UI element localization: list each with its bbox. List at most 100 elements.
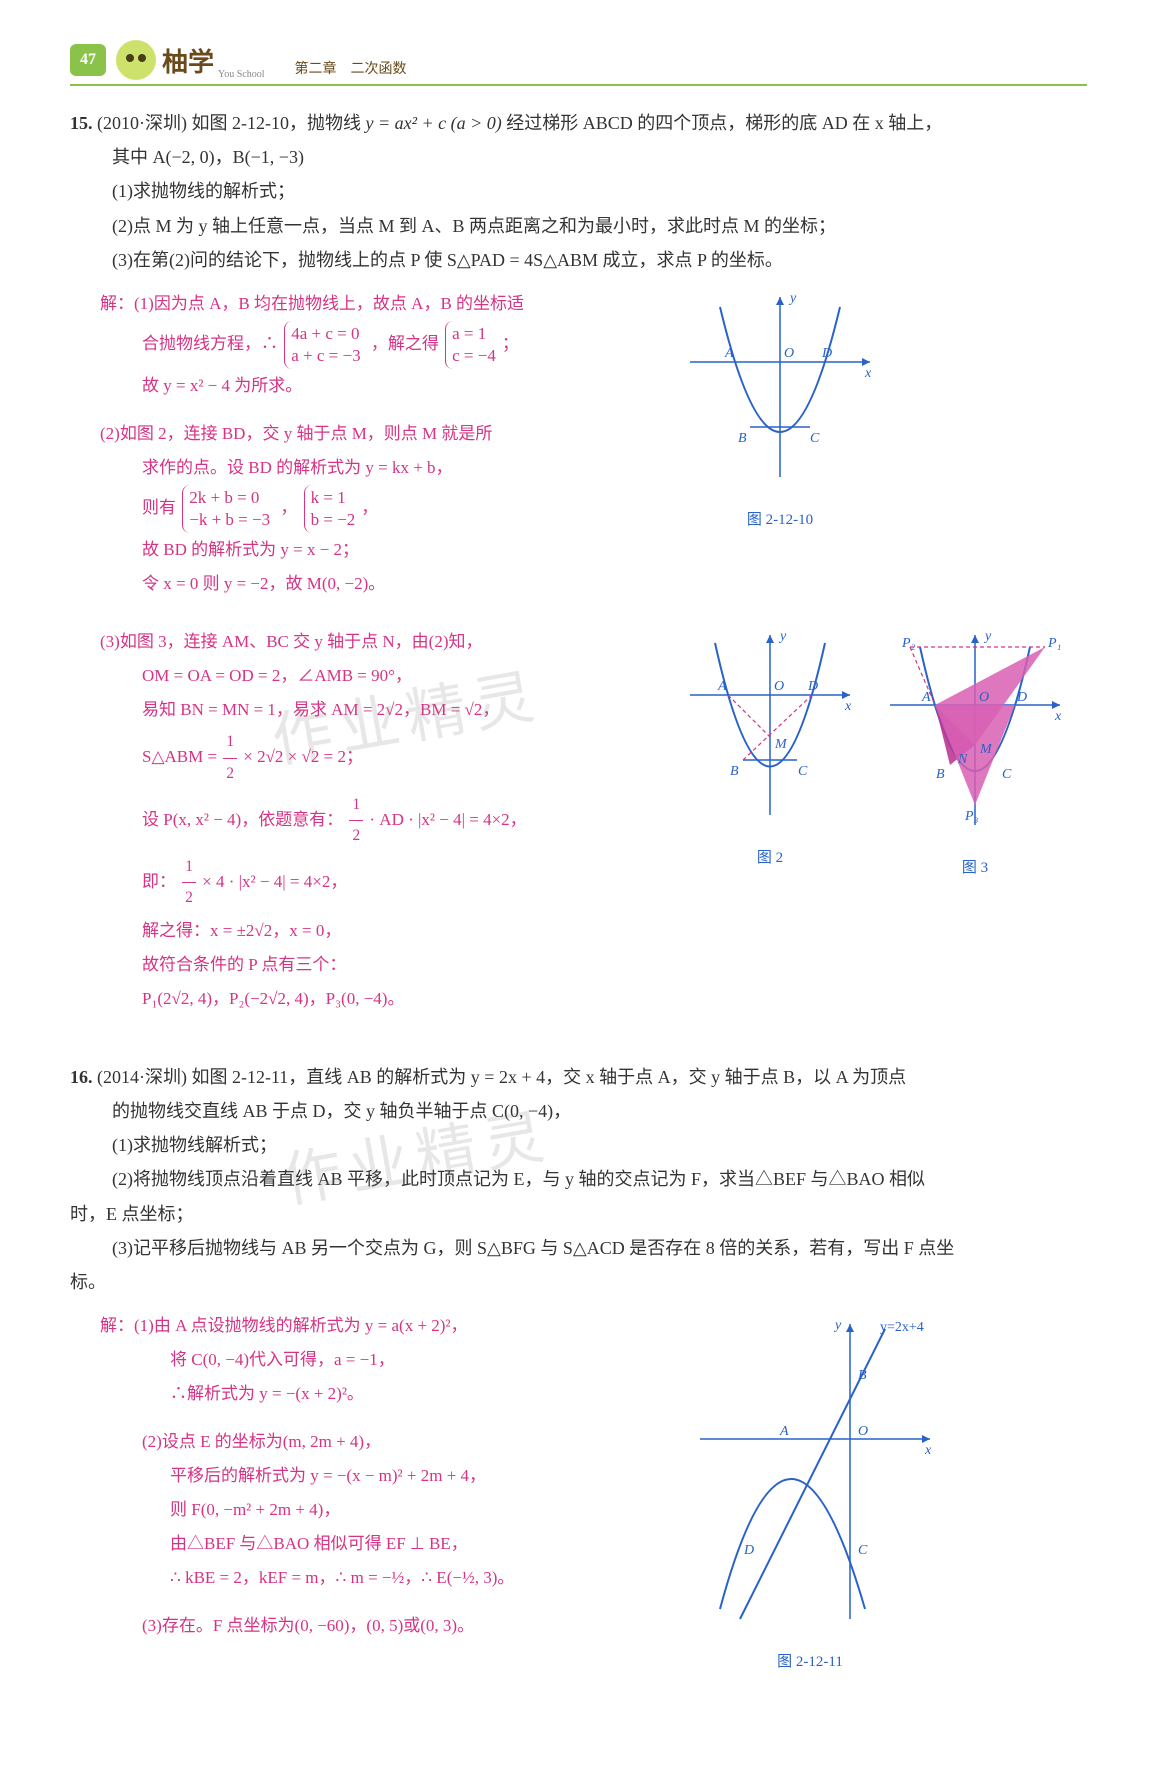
sol-text: 则有 (142, 498, 176, 517)
problem-15-solution: 解：(1)因为点 A，B 均在抛物线上，故点 A，B 的坐标适 合抛物线方程，∴… (70, 287, 1087, 1030)
chapter-title: 第二章 二次函数 (295, 58, 407, 80)
figure-2-12-11-container: A B C D O x y y=2x+4 图 2-12-11 (680, 1309, 940, 1677)
eq-line: a = 1 (452, 323, 496, 345)
svg-text:O: O (784, 346, 794, 361)
page-header: 47 柚学 You School 第二章 二次函数 (70, 40, 1087, 86)
svg-text:M: M (979, 742, 993, 757)
sol-line: ∴ kBE = 2，kEF = m，∴ m = −½，∴ E(−½, 3)。 (100, 1561, 514, 1595)
svg-text:A: A (921, 690, 931, 705)
sol-text: × 4 · |x² − 4| = 4×2， (202, 872, 347, 891)
question-3: (3)在第(2)问的结论下，抛物线上的点 P 使 S△PAD = 4S△ABM … (70, 243, 783, 277)
svg-text:M: M (774, 737, 788, 752)
eq-line: b = −2 (311, 509, 356, 531)
solution-part-3: (3)如图 3，连接 AM、BC 交 y 轴于点 N，由(2)知， OM = O… (100, 625, 660, 1016)
stem-part: 如图 2-12-11，直线 AB 的解析式为 y = 2x + 4，交 x 轴于… (191, 1067, 906, 1087)
problem-number: 16. (70, 1067, 93, 1087)
stem-part: 经过梯形 ABCD 的四个顶点，梯形的底 AD 在 x 轴上， (506, 113, 942, 133)
brand-name: 柚学 (162, 42, 214, 79)
sol-text: S△ABM = (142, 747, 221, 766)
problem-16: 16. (2014·深圳) 如图 2-12-11，直线 AB 的解析式为 y =… (70, 1060, 1087, 1677)
sol-line: 故 BD 的解析式为 y = x − 2； (100, 533, 359, 567)
sol-text: 合抛物线方程，∴ (142, 334, 278, 353)
figure-3: P₂ P₁ P₃ A D O x y B C M N (880, 625, 1070, 835)
figure-2-12-10-container: A D O x y B C 图 2-12-10 (680, 287, 880, 535)
svg-text:A: A (724, 346, 734, 361)
equation-system: a = 1 c = −4 (445, 321, 500, 369)
figure-caption: 图 2 (680, 843, 860, 873)
eq-line: c = −4 (452, 345, 496, 367)
svg-text:C: C (798, 764, 808, 779)
figure-2-12-10: A D O x y B C (680, 287, 880, 487)
brand-logo-icon (116, 40, 156, 80)
svg-text:O: O (858, 1424, 868, 1439)
problem-15: 15. (2010·深圳) 如图 2-12-10，抛物线 y = ax² + c… (70, 106, 1087, 1030)
sol-line: 求作的点。设 BD 的解析式为 y = kx + b， (100, 451, 453, 485)
eq-line: −k + b = −3 (189, 509, 270, 531)
svg-text:C: C (810, 431, 820, 446)
sol-line: (3)如图 3，连接 AM、BC 交 y 轴于点 N，由(2)知， (100, 632, 483, 651)
svg-text:D: D (821, 346, 832, 361)
svg-text:N: N (957, 752, 968, 767)
svg-text:x: x (1054, 709, 1062, 724)
svg-text:x: x (924, 1443, 932, 1458)
svg-text:x: x (864, 366, 872, 381)
sol-text: · AD · |x² − 4| = 4×2， (369, 810, 526, 829)
solution-part-2: (2)如图 2，连接 BD，交 y 轴于点 M，则点 M 就是所 求作的点。设 … (100, 417, 660, 601)
sol-text: 设 P(x, x² − 4)，依题意有： (142, 810, 343, 829)
sol-line: 则 F(0, −m² + 2m + 4)， (100, 1493, 340, 1527)
svg-text:D: D (743, 1543, 754, 1558)
sol-text: × 2√2 × √2 = 2； (243, 747, 363, 766)
question-3-cont: 标。 (70, 1272, 106, 1292)
eq-line: 4a + c = 0 (291, 323, 360, 345)
sol-line: 则有 2k + b = 0 −k + b = −3 ， k = 1 b = −2… (100, 485, 378, 533)
fraction: 12 (349, 790, 363, 852)
svg-text:B: B (730, 764, 739, 779)
question-1: (1)求抛物线的解析式； (70, 174, 295, 208)
equation-system: k = 1 b = −2 (304, 485, 360, 533)
svg-text:y: y (983, 629, 992, 644)
sol-line: 设 P(x, x² − 4)，依题意有： 12 · AD · |x² − 4| … (100, 790, 527, 852)
question-2: (2)点 M 为 y 轴上任意一点，当点 M 到 A、B 两点距离之和为最小时，… (70, 209, 836, 243)
solution-part-2: (2)设点 E 的坐标为(m, 2m + 4)， 平移后的解析式为 y = −(… (100, 1425, 660, 1595)
svg-text:y: y (778, 629, 787, 644)
sol-line: (3)存在。F 点坐标为(0, −60)，(0, 5)或(0, 3)。 (100, 1609, 474, 1643)
svg-text:B: B (858, 1368, 867, 1383)
figure-caption: 图 2-12-10 (680, 505, 880, 535)
sol-text: ， (280, 498, 297, 517)
svg-text:B: B (936, 767, 945, 782)
sol-line: OM = OA = OD = 2，∠AMB = 90°， (100, 659, 412, 693)
problem-number: 15. (70, 113, 93, 133)
sol-line: (2)设点 E 的坐标为(m, 2m + 4)， (100, 1425, 381, 1459)
solution-part-3: (3)存在。F 点坐标为(0, −60)，(0, 5)或(0, 3)。 (100, 1609, 660, 1643)
page-number-badge: 47 (70, 44, 106, 76)
sol-line: 故符合条件的 P 点有三个： (100, 948, 346, 982)
stem-part: 的抛物线交直线 AB 于点 D，交 y 轴负半轴于点 C(0, −4)， (70, 1094, 571, 1128)
svg-text:y: y (788, 291, 797, 306)
sol-line: 解之得：x = ±2√2，x = 0， (100, 914, 341, 948)
sol-line: 合抛物线方程，∴ 4a + c = 0 a + c = −3 ，解之得 a = … (100, 321, 519, 369)
sol-line: (2)如图 2，连接 BD，交 y 轴于点 M，则点 M 就是所 (100, 424, 492, 443)
svg-text:x: x (844, 699, 852, 714)
solution-part-1: 解：(1)由 A 点设抛物线的解析式为 y = a(x + 2)²， 将 C(0… (100, 1309, 660, 1411)
sol-line: P₁(2√2, 4)，P₂(−2√2, 4)，P₃(0, −4)。 (100, 982, 404, 1016)
problem-16-stem: 16. (2014·深圳) 如图 2-12-11，直线 AB 的解析式为 y =… (70, 1060, 1087, 1299)
figure-2-12-11: A B C D O x y y=2x+4 (680, 1309, 940, 1629)
sol-text: 即： (142, 872, 176, 891)
sol-line: ∴解析式为 y = −(x + 2)²。 (100, 1377, 364, 1411)
problem-source: (2014·深圳) (97, 1067, 187, 1087)
question-2: (2)将抛物线顶点沿着直线 AB 平移，此时顶点记为 E，与 y 轴的交点记为 … (70, 1162, 925, 1196)
eq-line: k = 1 (311, 487, 356, 509)
question-1: (1)求抛物线解析式； (70, 1128, 277, 1162)
question-2-cont: 时，E 点坐标； (70, 1204, 194, 1224)
svg-text:P₃: P₃ (964, 809, 979, 824)
problem-15-stem: 15. (2010·深圳) 如图 2-12-10，抛物线 y = ax² + c… (70, 106, 1087, 277)
sol-line: 由△BEF 与△BAO 相似可得 EF ⊥ BE， (100, 1527, 468, 1561)
sol-line: 将 C(0, −4)代入可得，a = −1， (100, 1343, 395, 1377)
sol-text: ，解之得 (371, 334, 439, 353)
svg-text:A: A (779, 1424, 789, 1439)
sol-line: 解：(1)由 A 点设抛物线的解析式为 y = a(x + 2)²， (100, 1316, 468, 1335)
svg-text:A: A (717, 679, 727, 694)
sol-line: 故 y = x² − 4 为所求。 (100, 369, 302, 403)
solution-part-1: 解：(1)因为点 A，B 均在抛物线上，故点 A，B 的坐标适 合抛物线方程，∴… (100, 287, 660, 403)
svg-text:C: C (858, 1543, 868, 1558)
